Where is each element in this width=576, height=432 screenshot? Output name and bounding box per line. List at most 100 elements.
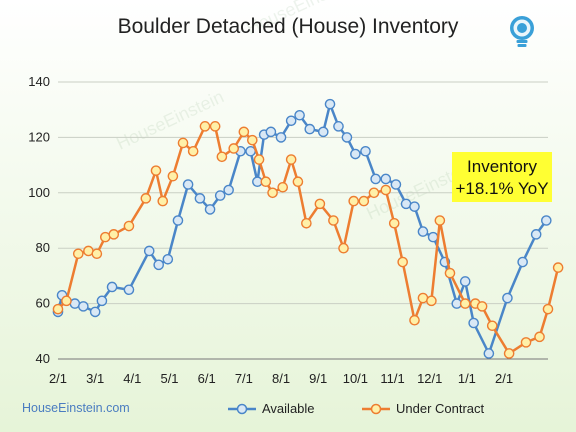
data-point: [542, 303, 554, 315]
data-point: [182, 179, 194, 190]
data-point: [275, 132, 287, 143]
data-point: [89, 306, 101, 318]
callout-line-1: Inventory: [467, 157, 537, 176]
data-point: [434, 215, 446, 226]
data-point: [304, 123, 316, 135]
data-point: [534, 331, 545, 343]
y-tick-label: 140: [28, 74, 50, 89]
data-point: [520, 337, 532, 348]
data-point: [338, 242, 349, 254]
data-point: [199, 121, 211, 132]
data-point: [350, 148, 361, 160]
data-point: [314, 198, 326, 210]
data-point: [444, 267, 456, 279]
data-point: [541, 215, 552, 226]
data-point: [78, 301, 89, 312]
x-tick-label: 9/1: [309, 371, 327, 386]
legend: Available Under Contract: [228, 401, 485, 416]
callout-line-2: +18.1% YoY: [455, 179, 548, 198]
data-point: [358, 195, 370, 207]
data-point: [552, 262, 564, 273]
data-point: [285, 115, 297, 127]
data-point: [397, 256, 408, 268]
data-point: [140, 193, 152, 204]
data-point: [476, 301, 488, 312]
data-point: [123, 284, 135, 296]
data-point: [502, 292, 513, 304]
y-tick-label: 80: [36, 240, 50, 255]
data-point: [370, 173, 381, 185]
y-tick-label: 100: [28, 185, 50, 200]
data-point: [486, 320, 498, 332]
data-point: [426, 295, 437, 307]
data-point: [253, 154, 265, 165]
lightbulb-icon: [510, 16, 534, 47]
data-point: [427, 231, 439, 243]
chart-title: Boulder Detached (House) Inventory: [118, 15, 459, 38]
data-point: [517, 256, 528, 268]
legend-marker-available: [236, 403, 248, 415]
series-available: [52, 98, 552, 359]
x-tick-label: 7/1: [235, 371, 253, 386]
data-point: [277, 181, 289, 193]
data-point: [96, 295, 108, 307]
data-point: [204, 204, 216, 215]
data-point: [223, 184, 234, 196]
data-point: [150, 165, 162, 176]
y-tick-label: 40: [36, 351, 50, 366]
data-point: [238, 126, 250, 138]
data-point: [123, 220, 135, 232]
x-tick-label: 4/1: [123, 371, 141, 386]
site-credit[interactable]: HouseEinstein.com: [22, 401, 130, 415]
data-point: [265, 126, 277, 138]
series-layer: [52, 98, 564, 359]
x-tick-label: 11/1: [380, 371, 404, 386]
data-point: [324, 98, 336, 110]
data-point: [247, 134, 258, 146]
data-point: [348, 195, 359, 207]
data-point: [341, 132, 353, 143]
x-tick-label: 2/1: [49, 371, 67, 386]
x-tick-label: 12/1: [417, 371, 442, 386]
data-point: [459, 276, 471, 287]
y-tick-label: 60: [36, 296, 50, 311]
series-under-contract: [52, 121, 564, 359]
yoy-callout: Inventory +18.1% YoY: [452, 152, 552, 202]
watermark-logo: HouseEinstein: [113, 86, 227, 153]
data-point: [409, 201, 420, 212]
data-point: [380, 184, 392, 196]
data-point: [483, 348, 495, 359]
data-point: [157, 195, 169, 207]
data-point: [216, 151, 228, 163]
data-point: [91, 248, 103, 260]
data-point: [162, 253, 174, 265]
data-point: [317, 126, 329, 138]
data-point: [172, 215, 184, 226]
data-point: [503, 348, 515, 359]
data-point: [61, 295, 72, 307]
data-point: [390, 179, 402, 190]
axes: 40 60 80 100 120 140 2/1 3/1 4/1 5/1 6/1 7/1 8/1 9/1 1…: [28, 74, 548, 386]
y-tick-label: 120: [28, 129, 50, 144]
data-point: [228, 143, 240, 154]
data-point: [194, 193, 206, 204]
data-point: [417, 226, 429, 237]
data-point: [360, 145, 371, 157]
x-tick-label: 10/1: [343, 371, 368, 386]
data-point: [285, 154, 297, 165]
data-point: [328, 215, 339, 226]
data-point: [459, 298, 471, 309]
data-point: [267, 187, 278, 199]
data-point: [333, 121, 344, 132]
data-point: [292, 176, 304, 188]
data-point: [380, 173, 392, 185]
data-point: [294, 109, 305, 121]
data-point: [209, 121, 221, 132]
data-point: [108, 229, 120, 240]
data-point: [468, 317, 479, 329]
data-point: [530, 229, 542, 240]
data-point: [187, 145, 199, 157]
data-point: [214, 190, 226, 201]
data-point: [388, 217, 400, 229]
